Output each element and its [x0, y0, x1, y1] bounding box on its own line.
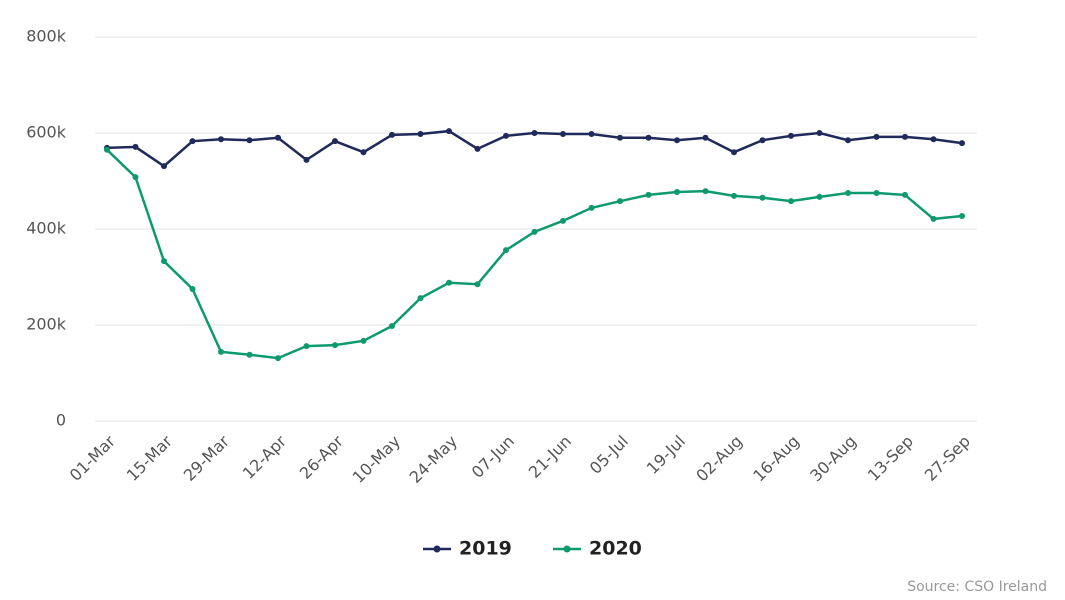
point — [246, 137, 253, 144]
point — [674, 137, 680, 144]
point — [588, 130, 595, 137]
legend-marker — [563, 545, 571, 553]
point — [360, 149, 367, 156]
point — [873, 190, 880, 196]
point — [189, 286, 196, 292]
x-tick-label: 01-Mar — [66, 431, 120, 485]
x-tick-label: 07-Jun — [468, 432, 518, 482]
point — [132, 143, 139, 150]
point — [531, 228, 538, 235]
source: Source: CSO Ireland — [907, 579, 1047, 595]
point — [389, 322, 395, 329]
point — [731, 192, 737, 199]
point — [389, 131, 395, 138]
point — [446, 279, 452, 286]
point — [303, 343, 310, 350]
point — [446, 128, 452, 135]
x-tick-label: 26-Apr — [296, 431, 348, 483]
y-tick-label: 400k — [26, 219, 67, 238]
point — [332, 138, 338, 145]
point — [617, 198, 623, 205]
point — [104, 146, 110, 153]
legend-marker — [433, 545, 441, 553]
point — [417, 295, 424, 302]
point — [816, 130, 823, 136]
x-tick-label: 21-Jun — [525, 432, 575, 482]
point — [218, 348, 224, 355]
x-tick-label: 29-Mar — [180, 431, 234, 485]
point — [902, 191, 908, 198]
point — [959, 140, 965, 147]
point — [360, 337, 367, 344]
x-tick-label: 13-Sep — [864, 432, 917, 485]
y-tick-label: 800k — [26, 27, 67, 46]
series-line — [106, 148, 963, 360]
point — [930, 136, 937, 143]
point — [417, 130, 424, 137]
point — [674, 189, 680, 196]
legend-label: 2020 — [589, 538, 642, 560]
x-tick-label: 05-Jul — [586, 432, 632, 478]
point — [161, 258, 167, 265]
point — [902, 133, 908, 140]
x-tick-label: 15-Mar — [123, 431, 177, 485]
point — [645, 134, 652, 141]
point — [731, 149, 737, 156]
point — [161, 163, 167, 170]
point — [132, 174, 139, 181]
point — [873, 133, 880, 140]
point — [816, 193, 823, 200]
x-tick-label: 16-Aug — [749, 432, 803, 486]
point — [474, 281, 481, 288]
y-tick-label: 200k — [26, 315, 67, 334]
point — [332, 342, 338, 349]
point — [246, 351, 253, 358]
x-tick-label: 24-May — [406, 432, 461, 487]
point — [275, 355, 281, 362]
point — [759, 137, 766, 144]
point — [275, 134, 281, 141]
point — [845, 190, 851, 196]
x-tick-label: 27-Sep — [921, 432, 974, 485]
point — [930, 215, 937, 222]
x-tick-label: 12-Apr — [239, 431, 291, 483]
y-tick-label: 0 — [56, 411, 66, 430]
x-tick-label: 19-Jul — [643, 432, 689, 478]
point — [617, 134, 623, 141]
point — [474, 145, 481, 152]
point — [788, 198, 794, 205]
point — [788, 132, 794, 139]
point — [959, 213, 965, 220]
y-tick-label: 600k — [26, 123, 67, 142]
x-tick-label: 30-Aug — [806, 432, 860, 486]
point — [189, 138, 196, 145]
point — [503, 247, 509, 254]
point — [845, 137, 851, 144]
legend-label: 2019 — [459, 538, 512, 560]
x-tick-label: 02-Aug — [692, 432, 746, 486]
point — [303, 156, 310, 163]
point — [531, 130, 538, 136]
point — [702, 134, 709, 141]
point — [588, 204, 595, 211]
point — [218, 136, 224, 143]
point — [560, 130, 566, 137]
series-line — [106, 129, 963, 168]
x-tick-label: 10-May — [349, 432, 404, 487]
point — [503, 132, 509, 139]
point — [645, 191, 652, 198]
point — [702, 188, 709, 195]
point — [560, 217, 566, 224]
point — [759, 194, 766, 201]
